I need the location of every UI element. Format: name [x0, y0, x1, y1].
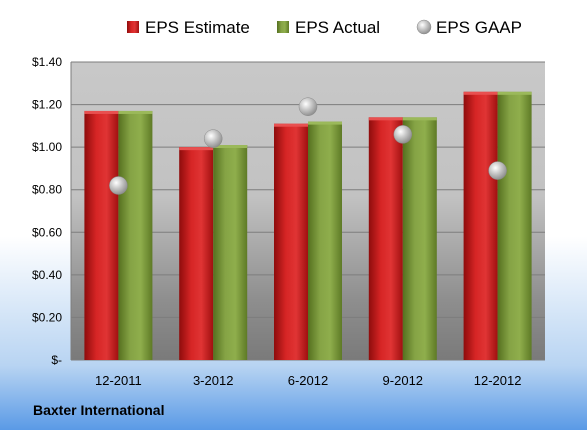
x-tick-label: 3-2012: [193, 373, 233, 388]
estimate-bar: [274, 123, 308, 360]
y-axis: $- $0.20 $0.40 $0.60 $0.80 $1.00 $1.20 $1.40: [32, 55, 62, 367]
x-tick-label: 9-2012: [383, 373, 423, 388]
estimate-bar: [84, 110, 119, 360]
gaap-points: [109, 97, 507, 195]
y-tick-label: $-: [51, 353, 62, 367]
actual-bar: [308, 121, 342, 360]
actual-bar: [118, 110, 153, 360]
actual-bar-top: [118, 110, 153, 114]
company-name: Baxter International: [33, 402, 164, 418]
y-tick-label: $1.20: [32, 98, 62, 112]
legend: EPS Estimate EPS Actual EPS GAAP: [127, 18, 522, 37]
estimate-bar: [463, 91, 498, 361]
gaap-point: [393, 125, 413, 144]
estimate-bar: [179, 147, 214, 360]
estimate-bar-top: [368, 117, 403, 121]
estimate-bar-top: [463, 91, 498, 95]
legend-estimate-swatch: [127, 21, 139, 33]
y-tick-label: $0.80: [32, 183, 62, 197]
estimate-bar-top: [179, 147, 214, 151]
gaap-point: [203, 129, 223, 148]
y-tick-label: $0.40: [32, 268, 62, 282]
y-tick-label: $0.60: [32, 225, 62, 239]
actual-bar-top: [402, 117, 437, 121]
estimate-bar-top: [274, 123, 308, 127]
y-tick-label: $0.20: [32, 310, 62, 324]
x-axis: 12-2011 3-2012 6-2012 9-2012 12-2012: [95, 373, 521, 388]
estimate-bar: [368, 117, 403, 360]
y-tick-label: $1.00: [32, 140, 62, 154]
gaap-point: [488, 161, 507, 180]
y-tick-label: $1.40: [32, 55, 62, 69]
legend-label: EPS Estimate: [145, 18, 250, 37]
x-tick-label: 6-2012: [288, 373, 328, 388]
gaap-point: [109, 176, 128, 195]
legend-gaap-swatch: [416, 19, 432, 35]
actual-bar-top: [213, 145, 248, 149]
actual-bar-top: [308, 121, 342, 125]
actual-bar: [402, 117, 437, 360]
estimate-bar-top: [84, 110, 119, 114]
x-tick-label: 12-2012: [474, 373, 522, 388]
legend-actual-swatch: [277, 21, 289, 33]
bars: [84, 91, 532, 361]
legend-label: EPS GAAP: [436, 18, 522, 37]
x-tick-label: 12-2011: [95, 373, 142, 388]
legend-label: EPS Actual: [295, 18, 380, 37]
actual-bar: [213, 145, 248, 360]
gaap-point: [298, 97, 318, 116]
actual-bar-top: [497, 91, 532, 95]
actual-bar: [497, 91, 532, 361]
